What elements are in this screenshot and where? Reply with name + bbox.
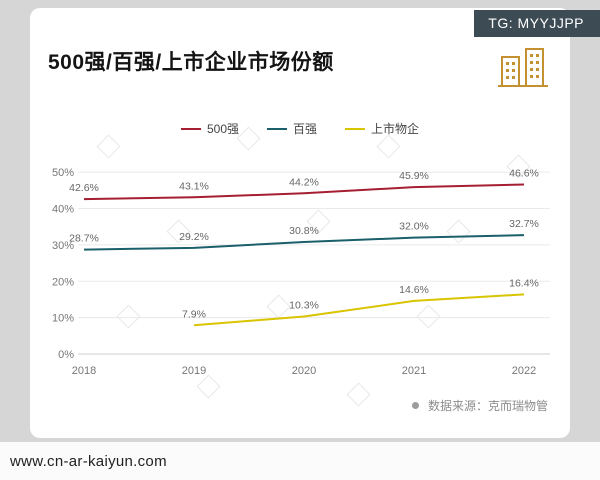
legend-label-listed: 上市物企 (371, 122, 420, 136)
tg-watermark-badge: TG: MYYJJPP (474, 10, 600, 37)
legend-item-500: 500强 (180, 120, 239, 137)
svg-text:43.1%: 43.1% (179, 180, 209, 192)
source-note: 数据来源：克而瑞物管 (411, 397, 548, 414)
legend-swatch-500 (180, 127, 201, 130)
svg-text:10.3%: 10.3% (289, 300, 319, 312)
line-chart-svg: 0% 10% 20% 30% 40% 50% 2018 2019 2020 2021 2022 42.… (52, 167, 550, 377)
svg-text:2018: 2018 (72, 365, 96, 377)
legend-item-100: 百强 (267, 120, 317, 137)
legend-label-100: 百强 (293, 122, 318, 136)
line-chart: 0% 10% 20% 30% 40% 50% 2018 2019 2020 2021 2022 42.… (40, 136, 556, 388)
svg-text:32.7%: 32.7% (509, 218, 539, 230)
svg-text:16.4%: 16.4% (509, 277, 539, 289)
svg-text:30.8%: 30.8% (289, 225, 319, 237)
svg-text:2020: 2020 (292, 365, 316, 377)
svg-text:10%: 10% (52, 313, 74, 325)
svg-text:40%: 40% (52, 204, 74, 216)
footer-url: www.cn-ar-kaiyun.com (10, 452, 167, 470)
svg-text:42.6%: 42.6% (69, 182, 99, 194)
footer-strip: www.cn-ar-kaiyun.com (0, 442, 600, 480)
svg-text:7.9%: 7.9% (182, 308, 206, 320)
svg-text:2019: 2019 (182, 365, 206, 377)
tg-watermark-label: TG: MYYJJPP (488, 15, 584, 31)
legend-swatch-listed (345, 127, 366, 130)
chart-card: 500强/百强/上市企业市场份额 (30, 8, 570, 438)
svg-text:14.6%: 14.6% (399, 284, 429, 296)
svg-text:46.6%: 46.6% (509, 168, 539, 180)
svg-text:44.2%: 44.2% (289, 176, 319, 188)
svg-text:20%: 20% (52, 276, 74, 288)
source-text: 数据来源：克而瑞物管 (427, 399, 548, 413)
legend-label-500: 500强 (206, 122, 239, 136)
svg-text:45.9%: 45.9% (399, 170, 429, 182)
chart-title: 500强/百强/上市企业市场份额 (48, 51, 334, 74)
dot-icon (411, 402, 419, 409)
svg-text:28.7%: 28.7% (69, 233, 99, 245)
chart-legend: 500强 百强 上市物企 (30, 120, 570, 137)
building-icon (498, 44, 548, 90)
svg-text:50%: 50% (52, 167, 74, 179)
svg-text:2021: 2021 (402, 365, 426, 377)
legend-item-listed: 上市物企 (345, 120, 419, 137)
svg-text:2022: 2022 (512, 365, 536, 377)
svg-text:30%: 30% (52, 240, 74, 252)
svg-text:29.2%: 29.2% (179, 231, 209, 243)
legend-swatch-100 (267, 127, 287, 130)
svg-text:32.0%: 32.0% (399, 221, 429, 233)
svg-text:0%: 0% (58, 349, 74, 361)
